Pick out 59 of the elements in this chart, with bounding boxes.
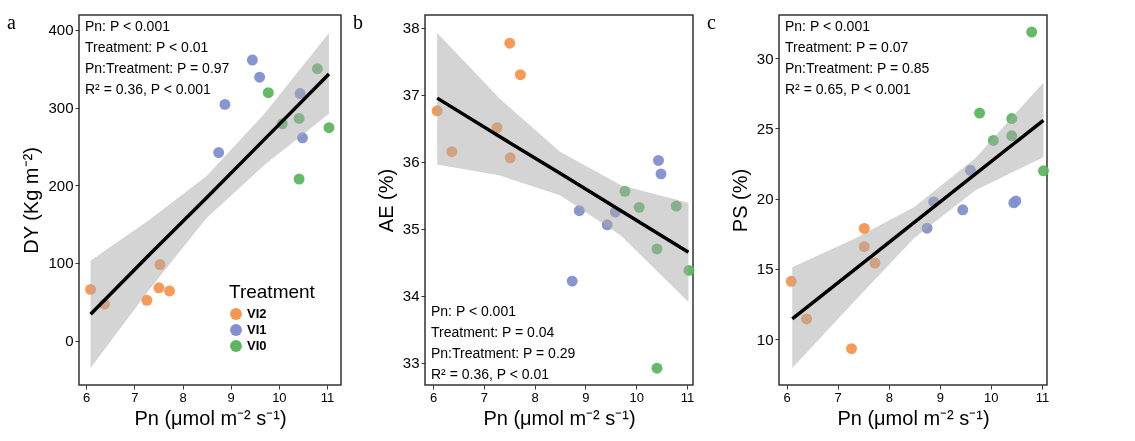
x-tick-label: 9	[227, 389, 235, 405]
legend-label: VI1	[247, 322, 267, 337]
y-tick-label: 33	[402, 354, 420, 372]
annotation: Treatment: P = 0.04	[431, 324, 555, 340]
x-tick-label: 6	[83, 389, 91, 405]
x-tick-label: 7	[131, 389, 139, 405]
x-tick-label: 11	[1035, 389, 1050, 405]
x-tick-label: 9	[936, 389, 944, 405]
x-tick-label: 10	[629, 389, 644, 405]
y-axis-title: AE (%)	[374, 168, 397, 233]
y-tick-label: 30	[756, 49, 774, 67]
chart-title: c	[707, 11, 716, 33]
x-axis-title: Pn (μmol m⁻² s⁻¹)	[837, 406, 990, 429]
annotation: Pn:Treatment: P = 0.29	[431, 345, 576, 361]
y-tick-label: 200	[48, 176, 74, 194]
x-tick-label: 10	[984, 389, 999, 405]
legend-title: Treatment	[229, 281, 316, 302]
x-tick-label: 7	[480, 389, 488, 405]
y-tick-label: 34	[402, 287, 420, 305]
y-tick-label: 100	[48, 254, 74, 272]
x-tick-label: 6	[430, 389, 438, 405]
annotation: Pn:Treatment: P = 0.85	[785, 60, 930, 76]
annotation: Pn:Treatment: P = 0.97	[85, 60, 230, 76]
annotation: Treatment: P = 0.07	[785, 39, 909, 55]
legend-label: VI0	[247, 338, 267, 353]
x-tick-label: 11	[680, 389, 695, 405]
y-tick-label: 20	[756, 190, 774, 208]
annotation: R² = 0.36, P < 0.001	[85, 81, 212, 97]
annotation: Treatment: P < 0.01	[85, 39, 209, 55]
legend-label: VI2	[247, 306, 267, 321]
y-tick-label: 400	[48, 21, 74, 39]
annotation: Pn: P < 0.001	[785, 18, 871, 34]
x-tick-label: 8	[179, 389, 187, 405]
x-tick-label: 6	[783, 389, 791, 405]
x-tick-label: 7	[834, 389, 842, 405]
y-tick-label: 37	[402, 86, 420, 104]
y-axis-title: PS (%)	[728, 168, 751, 233]
y-tick-label: 25	[756, 119, 774, 137]
y-tick-label: 300	[48, 99, 74, 116]
x-tick-label: 11	[320, 389, 335, 405]
annotation: Pn: P < 0.001	[431, 303, 517, 319]
x-tick-label: 8	[531, 389, 539, 405]
y-tick-label: 15	[756, 260, 774, 278]
y-axis-title: DY (Kg m⁻²)	[20, 147, 43, 254]
chart-title: a	[7, 11, 16, 33]
annotation: Pn: P < 0.001	[85, 18, 171, 34]
y-tick-label: 0	[65, 332, 74, 350]
chart-title: b	[353, 11, 363, 33]
x-axis-title: Pn (μmol m⁻² s⁻¹)	[483, 406, 636, 429]
x-tick-label: 10	[272, 389, 287, 405]
x-tick-label: 8	[885, 389, 893, 405]
y-tick-label: 35	[402, 220, 420, 238]
y-tick-label: 36	[402, 153, 420, 171]
y-tick-label: 38	[402, 19, 420, 37]
annotation: R² = 0.36, P < 0.01	[431, 366, 550, 382]
x-axis-title: Pn (μmol m⁻² s⁻¹)	[134, 406, 287, 429]
annotation: R² = 0.65, P < 0.001	[785, 81, 912, 97]
x-tick-label: 9	[582, 389, 590, 405]
y-tick-label: 10	[756, 330, 774, 348]
